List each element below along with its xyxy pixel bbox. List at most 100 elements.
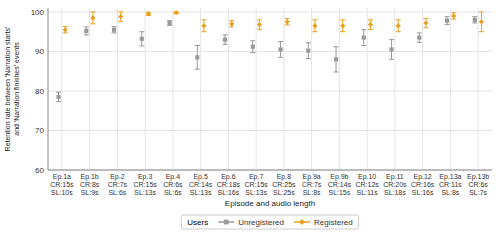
x-tick-label: Ep.7CR:15sSL:13s xyxy=(244,173,268,196)
x-tick-label-line: SL:10s xyxy=(51,189,73,196)
x-grid-line xyxy=(61,8,62,170)
x-grid-line xyxy=(450,8,451,170)
chart: 60708090100Ep.1aCR:15sSL:10sEp.1bCR:8sSL… xyxy=(0,0,500,233)
x-tick-label-line: Ep.1a xyxy=(53,173,71,181)
x-tick-label-line: CR:25s xyxy=(272,181,296,188)
legend-items: UsersUnregisteredRegistered xyxy=(187,218,352,227)
error-bar xyxy=(472,17,477,23)
point xyxy=(423,20,428,25)
error-bar xyxy=(139,32,144,46)
legend-label: Unregistered xyxy=(238,218,284,227)
x-tick-label-line: Ep.9b xyxy=(330,173,348,181)
x-tick-label-line: SL:6s xyxy=(164,189,182,196)
point xyxy=(362,36,366,40)
point xyxy=(389,47,393,51)
y-tick-label: 60 xyxy=(35,166,44,175)
x-tick-label: Ep.5CR:14sSL:13s xyxy=(189,173,213,196)
x-tick-label-line: SL:25s xyxy=(273,189,295,196)
error-bar xyxy=(285,19,290,25)
x-tick-label-line: CR:6s xyxy=(163,181,183,188)
x-grid-line xyxy=(394,8,395,170)
legend-label: Registered xyxy=(314,218,353,227)
point xyxy=(174,10,179,15)
point xyxy=(257,22,262,27)
grid xyxy=(48,8,492,170)
x-grid-line xyxy=(117,8,118,170)
x-grid-line xyxy=(145,8,146,170)
error-bar xyxy=(445,17,450,25)
x-tick-label: Ep.3CR:15sSL:13s xyxy=(133,173,157,196)
x-grid-line xyxy=(228,8,229,170)
x-tick-label-line: CR:7s xyxy=(108,181,128,188)
legend-swatch-marker xyxy=(224,220,229,225)
series xyxy=(63,10,484,33)
x-tick-label-line: SL:8s xyxy=(441,189,459,196)
point xyxy=(56,95,60,99)
x-tick-label-line: Ep.11 xyxy=(386,173,404,181)
point xyxy=(140,37,144,41)
x-tick-label-line: SL:6s xyxy=(108,189,126,196)
x-tick-label: Ep.11CR:20sSL:18s xyxy=(383,173,407,196)
x-tick-label-line: SL:9s xyxy=(81,189,99,196)
x-tick-label-line: Ep.12 xyxy=(413,173,431,181)
point xyxy=(112,28,116,32)
series xyxy=(56,17,477,102)
x-tick-label: Ep.8CR:25sSL:25s xyxy=(272,173,296,196)
error-bar xyxy=(389,40,394,60)
x-grid-line xyxy=(422,8,423,170)
x-tick-label-line: Ep.1b xyxy=(80,173,98,181)
error-bar xyxy=(334,47,339,72)
x-tick-label-line: Ep.5 xyxy=(193,173,208,181)
x-axis-line xyxy=(48,170,492,171)
point xyxy=(278,47,282,51)
error-bar xyxy=(451,13,456,19)
x-tick-label-line: CR:15s xyxy=(133,181,157,188)
point xyxy=(417,36,421,40)
x-tick-label-line: CR:14s xyxy=(189,181,213,188)
point xyxy=(306,49,310,53)
y-axis-label-line: Retention rate between 'Narration starts… xyxy=(4,27,11,152)
error-bar xyxy=(417,33,422,42)
x-tick-label: Ep.9bCR:14sSL:15s xyxy=(328,173,352,196)
point xyxy=(201,23,206,28)
x-tick-label-line: CR:20s xyxy=(383,181,407,188)
point xyxy=(479,19,484,24)
error-bar xyxy=(423,18,428,27)
x-tick-label-line: SL:8s xyxy=(303,189,321,196)
y-axis-label-line: and 'Narration finishes' events xyxy=(13,42,20,136)
point xyxy=(445,19,449,23)
y-tick-label: 70 xyxy=(35,126,44,135)
error-bar xyxy=(63,27,68,33)
error-bar xyxy=(118,12,123,21)
x-tick-label-line: CR:8s xyxy=(80,181,100,188)
x-tick-label-line: Ep.6 xyxy=(221,173,236,181)
x-grid-line xyxy=(478,8,479,170)
point xyxy=(118,14,123,19)
x-tick-label-line: Ep.4 xyxy=(166,173,181,181)
x-tick-label: Ep.1aCR:15sSL:10s xyxy=(50,173,74,196)
y-grid-line xyxy=(48,51,492,52)
x-grid-line xyxy=(339,8,340,170)
y-tick-label: 90 xyxy=(35,47,44,56)
x-tick-label: Ep.2CR:7sSL:6s xyxy=(108,173,128,196)
error-bar xyxy=(312,20,317,32)
error-bar xyxy=(84,27,89,35)
error-bar xyxy=(112,27,117,33)
error-bar xyxy=(223,35,228,44)
x-tick-label: Ep.12CR:16sSL:16s xyxy=(411,173,435,196)
point xyxy=(473,18,477,22)
x-grid-line xyxy=(256,8,257,170)
marks xyxy=(56,10,484,102)
x-tick-label-line: Ep.2 xyxy=(110,173,125,181)
error-bar xyxy=(257,20,262,29)
x-tick-label: Ep.13bCR:6sSL:7s xyxy=(467,173,489,196)
x-grid-line xyxy=(89,8,90,170)
x-tick-label-line: Ep.10 xyxy=(358,173,376,181)
x-tick-label-line: SL:16s xyxy=(412,189,434,196)
y-grid-line xyxy=(48,130,492,131)
error-bar xyxy=(229,21,234,27)
legend-swatch-marker xyxy=(299,219,305,225)
point xyxy=(229,21,234,26)
error-bar xyxy=(201,20,206,32)
x-tick-label-line: CR:14s xyxy=(328,181,352,188)
